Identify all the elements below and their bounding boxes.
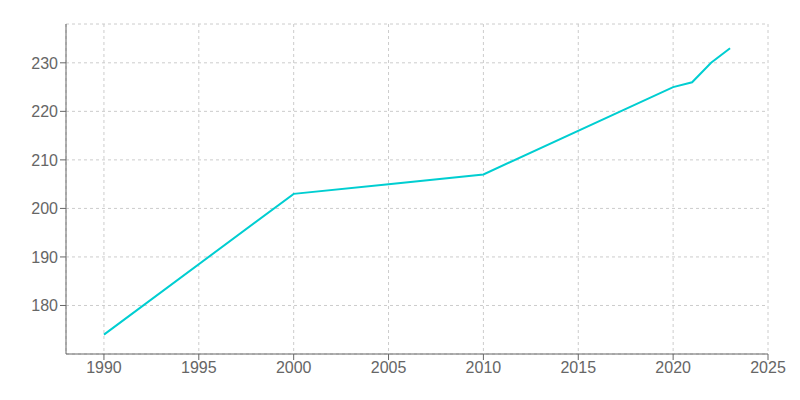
svg-text:2005: 2005 bbox=[371, 359, 407, 376]
svg-text:210: 210 bbox=[31, 152, 58, 169]
svg-text:180: 180 bbox=[31, 297, 58, 314]
svg-text:2015: 2015 bbox=[560, 359, 596, 376]
svg-text:1990: 1990 bbox=[86, 359, 122, 376]
svg-text:2020: 2020 bbox=[655, 359, 691, 376]
svg-text:2025: 2025 bbox=[750, 359, 786, 376]
svg-text:1995: 1995 bbox=[181, 359, 217, 376]
svg-text:220: 220 bbox=[31, 103, 58, 120]
svg-text:190: 190 bbox=[31, 249, 58, 266]
svg-text:2000: 2000 bbox=[276, 359, 312, 376]
svg-text:200: 200 bbox=[31, 200, 58, 217]
svg-text:230: 230 bbox=[31, 55, 58, 72]
svg-text:2010: 2010 bbox=[466, 359, 502, 376]
